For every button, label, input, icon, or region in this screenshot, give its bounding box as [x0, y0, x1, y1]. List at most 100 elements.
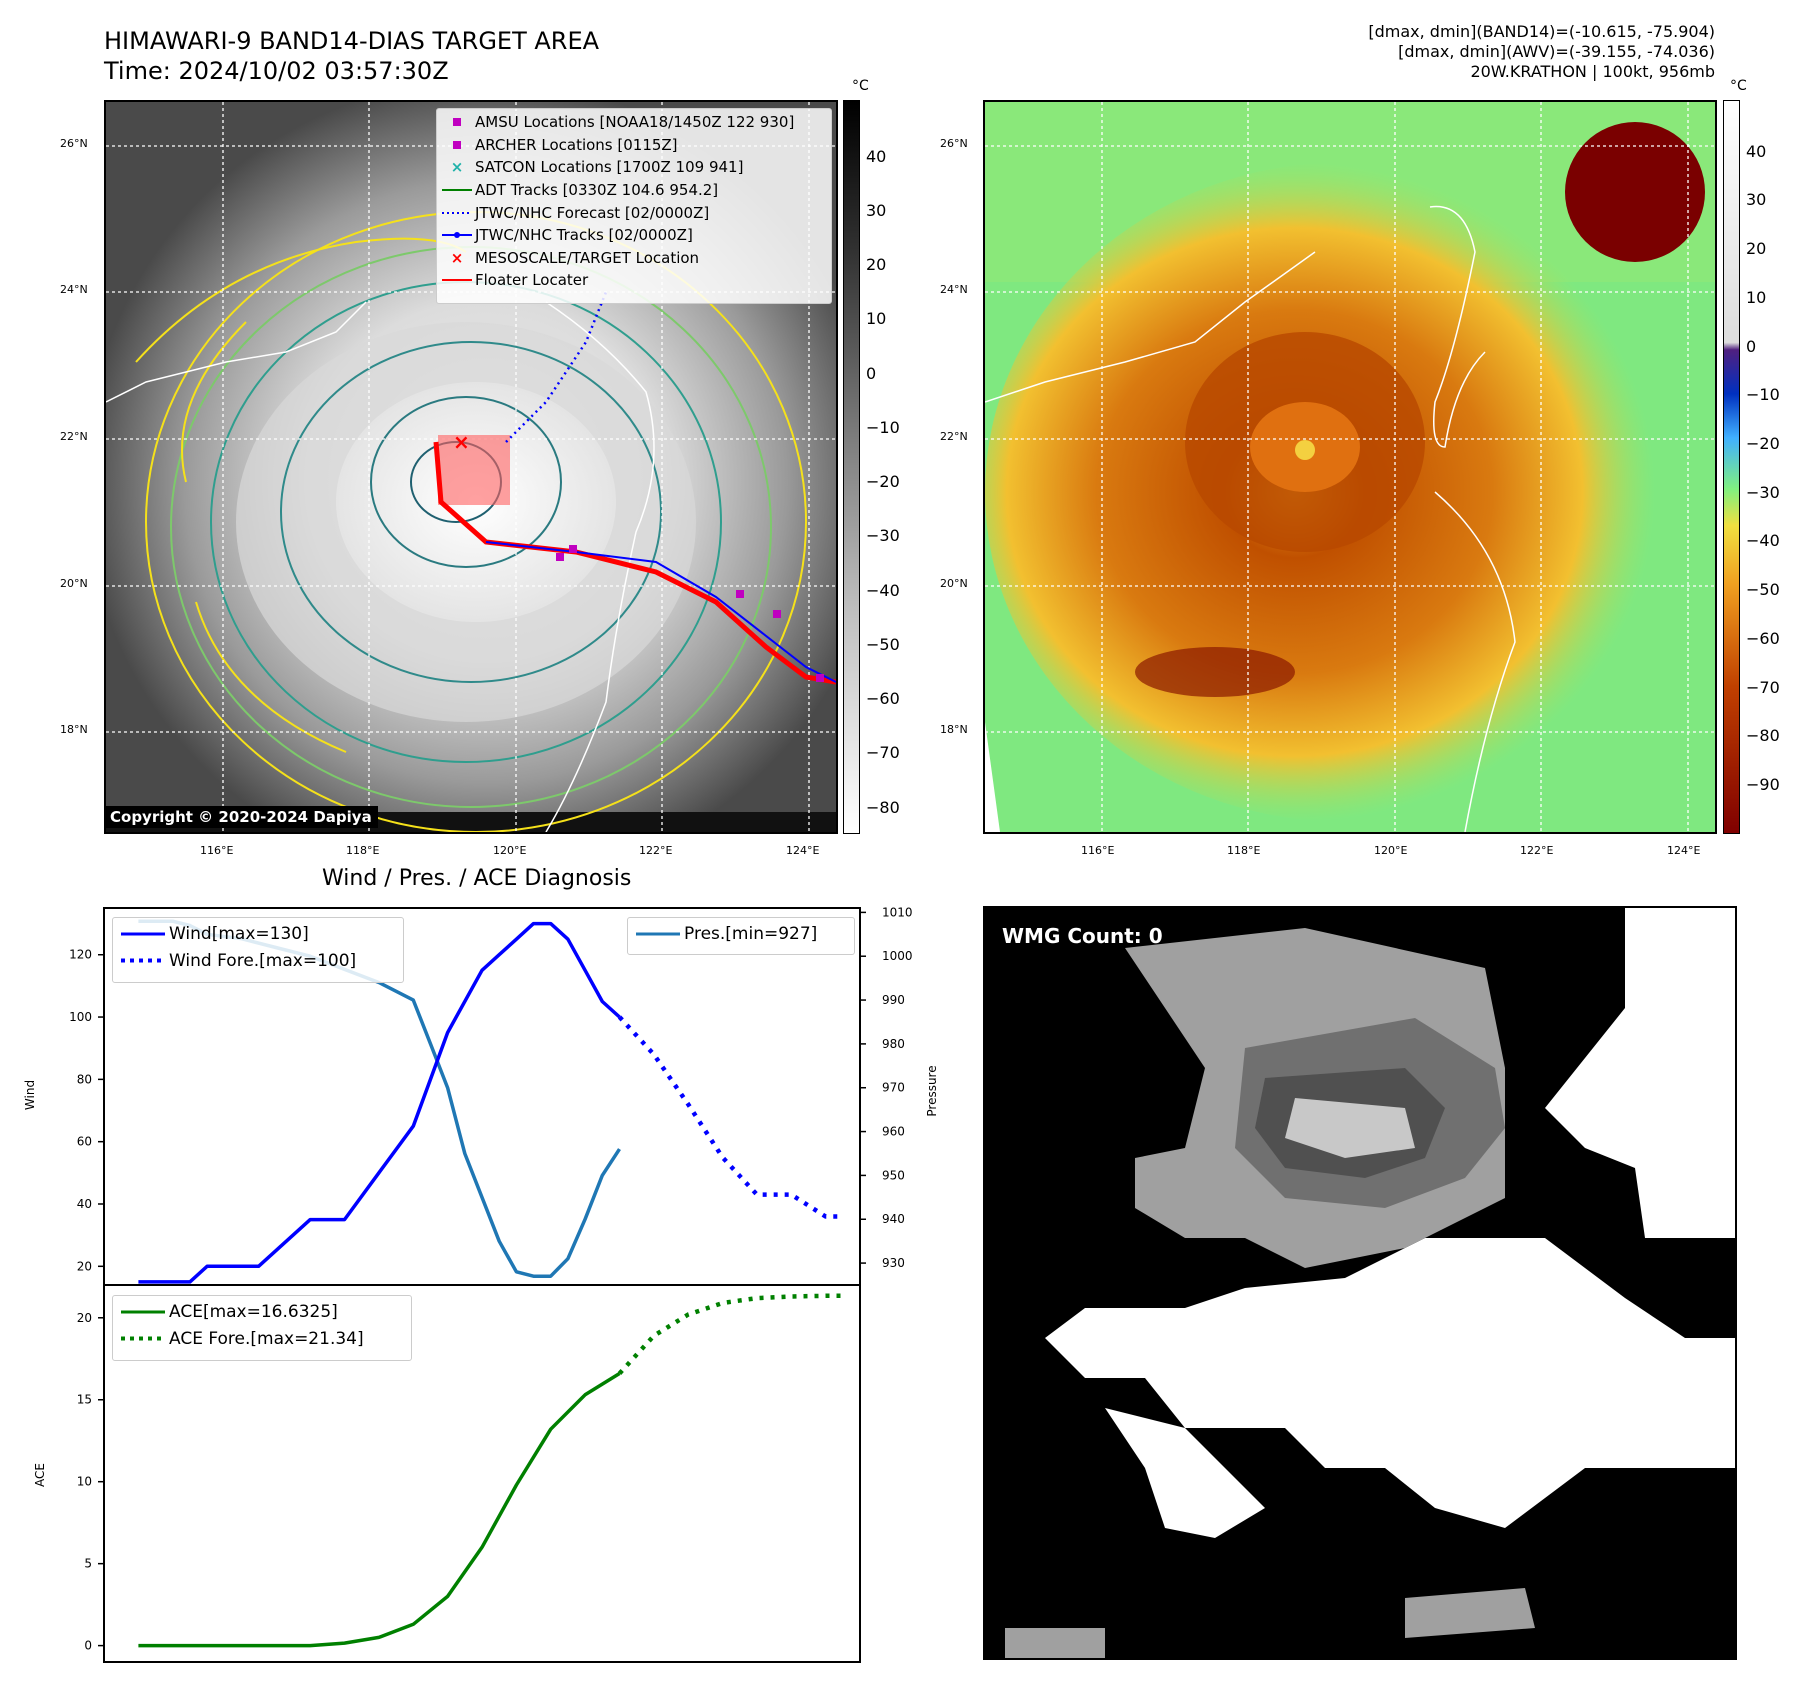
lon-label: 122°E	[639, 844, 673, 857]
line-marker-icon	[439, 188, 475, 192]
pressure-tick-label: 940	[882, 1212, 905, 1226]
colorbar-tick: −10	[866, 418, 900, 437]
dotted-line-icon	[439, 211, 475, 215]
wind-legend: Wind[max=130] Wind Fore.[max=100]	[112, 917, 404, 983]
wmg-panel	[983, 906, 1737, 1660]
pressure-tick-label: 970	[882, 1081, 905, 1095]
dotted-line-icon	[117, 958, 169, 963]
awv-range: [dmax, dmin](AWV)=(-39.155, -74.036)	[1398, 42, 1715, 61]
colorbar-tick: −40	[866, 581, 900, 600]
ace-tick-label: 5	[84, 1557, 92, 1571]
lat-label: 22°N	[940, 430, 968, 443]
color-map	[985, 102, 1715, 832]
pressure-tick-label: 930	[882, 1256, 905, 1270]
ace-line	[138, 1372, 621, 1648]
colorbar-tick: 40	[866, 147, 887, 166]
ace-tick-label: 0	[84, 1639, 92, 1653]
ace-tick-label: 20	[77, 1311, 92, 1325]
lon-label: 116°E	[200, 844, 234, 857]
legend-item: ARCHER Locations [0115Z]	[439, 134, 829, 157]
wind-tick-label: 120	[69, 948, 92, 962]
lon-label: 118°E	[1227, 844, 1261, 857]
colorbar-unit: °C	[852, 78, 869, 94]
wind-axis-label: Wind	[23, 1080, 37, 1110]
colorbar-tick: −50	[1746, 580, 1780, 599]
legend-item: Floater Locater	[439, 269, 829, 292]
colorbar-tick: 20	[1746, 239, 1767, 258]
wind-line	[138, 921, 621, 1284]
colorbar-unit: °C	[1730, 78, 1747, 94]
copyright-label: Copyright © 2020-2024 Dapiya	[104, 806, 378, 828]
lat-label: 24°N	[60, 283, 88, 296]
colorbar-tick: −60	[866, 689, 900, 708]
colorbar-tick: −20	[1746, 434, 1780, 453]
colorbar-tick: −50	[866, 635, 900, 654]
storm-info: [dmax, dmin](BAND14)=(-10.615, -75.904) …	[1368, 22, 1715, 82]
ace-forecast-line	[617, 1293, 843, 1376]
pressure-tick-label: 950	[882, 1168, 905, 1182]
lon-label: 124°E	[1667, 844, 1701, 857]
svg-text:×: ×	[453, 430, 470, 454]
colorbar-tick: 20	[866, 255, 887, 274]
lat-label: 18°N	[60, 723, 88, 736]
legend-item: × SATCON Locations [1700Z 109 941]	[439, 156, 829, 179]
legend-item: JTWC/NHC Forecast [02/0000Z]	[439, 201, 829, 224]
lat-label: 24°N	[940, 283, 968, 296]
dot-line-icon	[439, 231, 475, 239]
ace-legend: ACE[max=16.6325] ACE Fore.[max=21.34]	[112, 1295, 412, 1361]
colorbar-tick: −30	[1746, 483, 1780, 502]
lat-label: 26°N	[60, 137, 88, 150]
colorbar-tick: −80	[1746, 726, 1780, 745]
lat-label: 22°N	[60, 430, 88, 443]
pressure-tick-label: 980	[882, 1037, 905, 1051]
lon-label: 116°E	[1081, 844, 1115, 857]
square-marker-icon	[439, 116, 475, 128]
x-marker-icon: ×	[450, 158, 464, 177]
lat-label: 18°N	[940, 723, 968, 736]
legend-item: × MESOSCALE/TARGET Location	[439, 247, 829, 270]
colorbar-tick: −40	[1746, 531, 1780, 550]
legend-item: AMSU Locations [NOAA18/1450Z 122 930]	[439, 111, 829, 134]
ace-axes	[103, 1284, 861, 1663]
wind-forecast-line	[617, 1015, 843, 1219]
colorbar-tick: 10	[866, 309, 887, 328]
colorbar-tick: −70	[866, 743, 900, 762]
wind-tick-label: 100	[69, 1010, 92, 1024]
colorbar-tick: 30	[1746, 190, 1767, 209]
solid-line-icon	[632, 932, 684, 936]
storm-name: 20W.KRATHON | 100kt, 956mb	[1470, 62, 1715, 81]
legend-item: JTWC/NHC Tracks [02/0000Z]	[439, 224, 829, 247]
colorbar-tick: −90	[1746, 775, 1780, 794]
colorbar-tick: 30	[866, 201, 887, 220]
pressure-tick-label: 960	[882, 1125, 905, 1139]
wmg-image	[985, 908, 1735, 1658]
map-legend: AMSU Locations [NOAA18/1450Z 122 930] AR…	[436, 108, 832, 304]
wind-tick-label: 20	[77, 1259, 92, 1273]
solid-line-icon	[117, 932, 169, 936]
pressure-legend: Pres.[min=927]	[627, 917, 855, 955]
ace-axis-label: ACE	[33, 1463, 47, 1487]
square-marker-icon	[439, 139, 475, 151]
pressure-tick-label: 1000	[882, 949, 913, 963]
solid-line-icon	[117, 1310, 169, 1314]
wind-tick-label: 60	[77, 1135, 92, 1149]
diagnosis-title: Wind / Pres. / ACE Diagnosis	[322, 866, 632, 891]
colorbar-left	[843, 100, 860, 834]
legend-item: ACE[max=16.6325]	[117, 1298, 407, 1325]
line-marker-icon	[439, 278, 475, 282]
figure-title: HIMAWARI-9 BAND14-DIAS TARGET AREA Time: …	[104, 27, 600, 85]
colorbar-tick: −30	[866, 526, 900, 545]
colorbar-tick: −80	[866, 798, 900, 817]
colorbar-tick: 40	[1746, 142, 1767, 161]
lon-label: 118°E	[346, 844, 380, 857]
color-map-panel	[983, 100, 1717, 834]
lat-label: 20°N	[940, 577, 968, 590]
pressure-tick-label: 1010	[882, 905, 913, 919]
band14-range: [dmax, dmin](BAND14)=(-10.615, -75.904)	[1368, 22, 1715, 41]
lon-label: 120°E	[493, 844, 527, 857]
lon-label: 120°E	[1374, 844, 1408, 857]
wind-tick-label: 40	[77, 1197, 92, 1211]
ace-tick-label: 10	[77, 1475, 92, 1489]
lon-label: 122°E	[1520, 844, 1554, 857]
